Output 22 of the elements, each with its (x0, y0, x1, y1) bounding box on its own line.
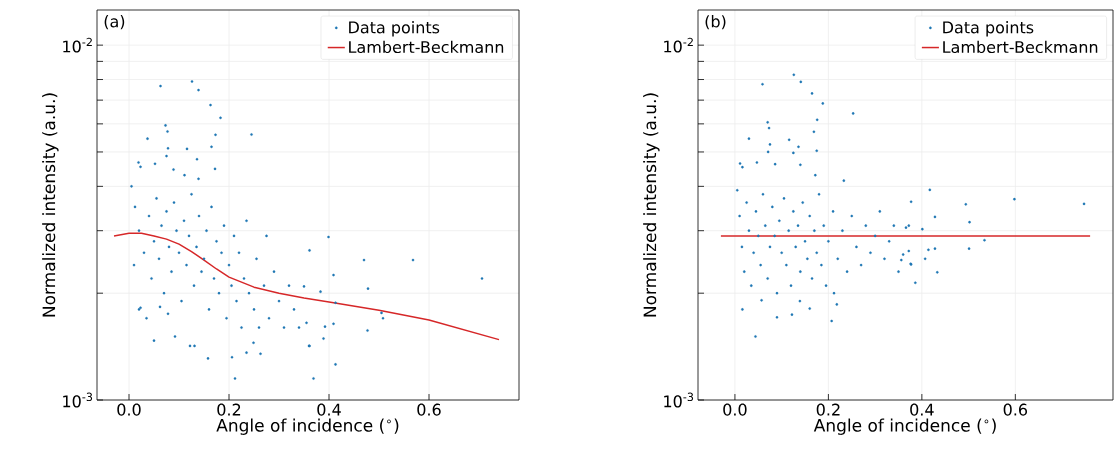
y-axis-title: Normalized intensity (a.u.) (42, 93, 59, 317)
x-tick-label: 0.6 (1003, 403, 1028, 416)
x-tick-label: 0.4 (317, 403, 341, 416)
y-tick-label: 10$^{-2}$ (664, 37, 693, 53)
legend-label: Lambert-Beckmann (943, 40, 1098, 54)
x-tick-label: 0.6 (417, 403, 441, 416)
y-tick-label: 10$^{-3}$ (63, 392, 93, 408)
x-tick-label: 0.2 (816, 403, 840, 416)
annotation: (a) (104, 15, 125, 30)
y-tick-label: 10$^{-2}$ (63, 37, 92, 53)
x-tick-label: 0.4 (910, 403, 934, 416)
legend-label: Data points (349, 21, 440, 37)
legend-label: Lambert-Beckmann (349, 40, 504, 54)
legend-label: Data points (943, 21, 1034, 37)
annotation: (b) (705, 15, 726, 30)
x-axis-title: Angle of incidence ($^{∘}$) (813, 418, 996, 435)
x-tick-label: 0.0 (117, 403, 141, 416)
x-tick-label: 0.2 (217, 403, 241, 416)
x-tick-label: 0.0 (723, 403, 747, 416)
y-tick-label: 10$^{-3}$ (664, 392, 694, 408)
y-axis-title: Normalized intensity (a.u.) (643, 93, 660, 317)
x-axis-title: Angle of incidence ($^{∘}$) (216, 418, 399, 435)
